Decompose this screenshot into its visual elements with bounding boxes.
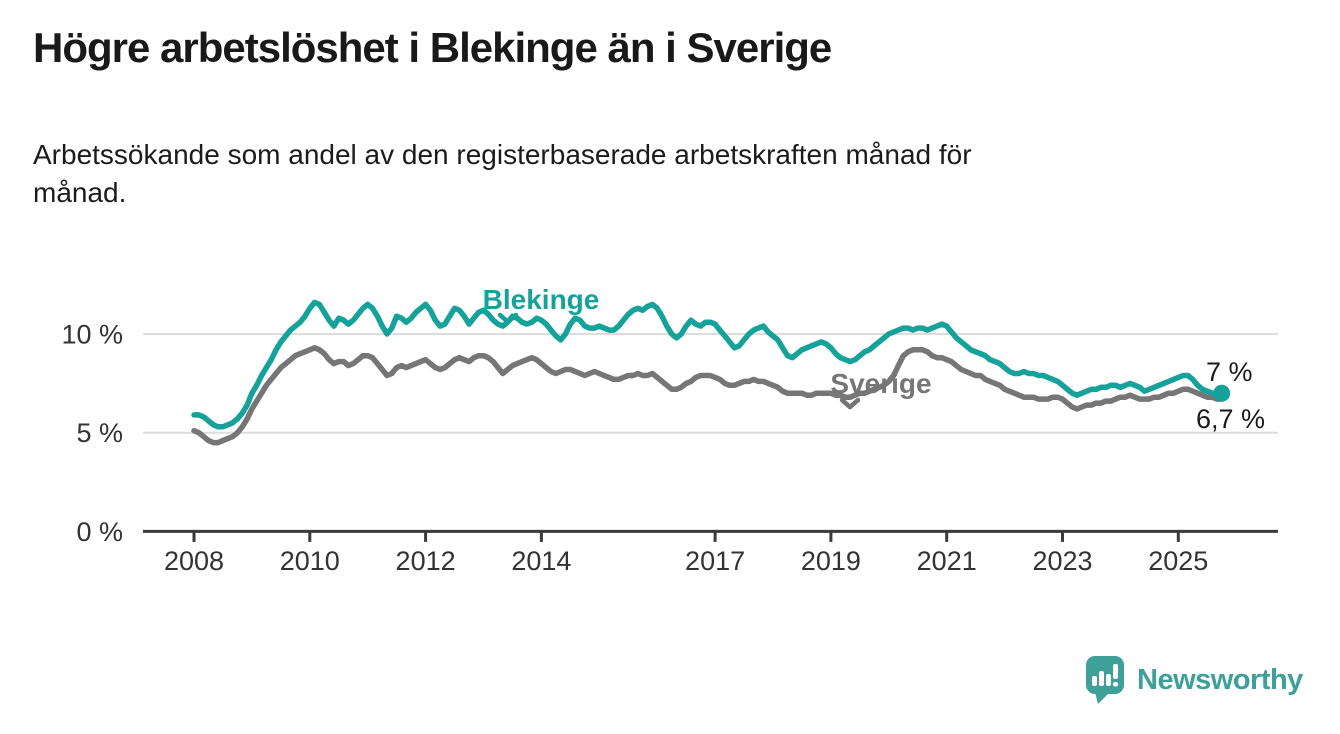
x-tick-label: 2008 [164,546,224,576]
series-caret-icon [497,312,519,325]
subtitle-line-2: månad. [33,177,127,208]
subtitle-line-1: Arbetssökande som andel av den registerb… [33,139,972,170]
series-label-blekinge: Blekinge [483,284,600,315]
y-tick-label: 0 % [76,517,123,547]
x-tick-label: 2017 [685,546,745,576]
y-tick-label: 10 % [61,320,123,350]
x-tick-label: 2012 [396,546,456,576]
series-end-dot [1213,384,1231,402]
x-tick-label: 2021 [917,546,977,576]
page-title: Högre arbetslöshet i Blekinge än i Sveri… [33,24,832,71]
series-line-sverige [191,345,1225,446]
x-tick-label: 2010 [280,546,340,576]
newsworthy-logo-text: Newsworthy [1137,663,1303,696]
x-tick-label: 2014 [511,546,571,576]
x-tick-label: 2019 [801,546,861,576]
x-tick-label: 2023 [1032,546,1092,576]
x-tick-label: 2025 [1148,546,1208,576]
page-subtitle: Arbetssökande som andel av den registerb… [33,136,972,212]
end-value-label-blekinge: 7 % [1206,357,1253,387]
series-label-sverige: Sverige [830,368,931,399]
newsworthy-logo: Newsworthy [1085,655,1303,705]
series-caret-icon [839,397,861,410]
series-line-blekinge [191,299,1225,430]
y-tick-label: 5 % [76,418,123,448]
newsworthy-logo-icon [1086,656,1124,704]
end-value-label-sverige: 6,7 % [1196,404,1265,434]
